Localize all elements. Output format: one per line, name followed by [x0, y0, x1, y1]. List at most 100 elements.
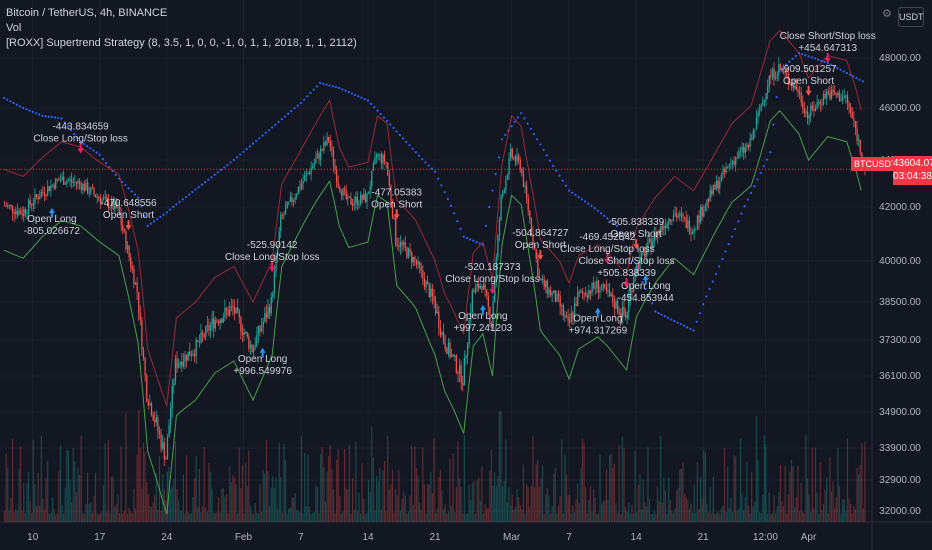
candle: [401, 242, 403, 245]
candle: [261, 326, 263, 331]
supertrend-dot: [561, 179, 564, 182]
time-tick-label: 10: [27, 532, 39, 543]
candle: [35, 194, 38, 197]
volume-bar: [37, 473, 39, 522]
volume-bar: [350, 513, 352, 522]
candle: [198, 341, 201, 343]
volume-bar: [835, 497, 837, 522]
volume-bar: [559, 495, 561, 522]
supertrend-dot: [133, 193, 136, 196]
candle: [337, 182, 339, 188]
volume-bar: [251, 512, 253, 522]
candle: [197, 340, 199, 342]
volume-bar: [99, 513, 101, 522]
volume-bar: [546, 487, 548, 522]
volume-bar: [419, 502, 421, 522]
supertrend-dot: [682, 324, 686, 327]
volume-bar: [856, 467, 858, 522]
candle: [623, 306, 625, 316]
candle: [554, 290, 557, 302]
supertrend-dot: [689, 327, 692, 331]
supertrend-dot: [229, 161, 232, 164]
volume-bar: [650, 513, 652, 522]
volume-bar: [211, 488, 213, 522]
supertrend-dot: [730, 235, 734, 238]
supertrend-dot: [807, 55, 810, 58]
supertrend-dot: [462, 235, 465, 238]
candle: [278, 231, 280, 247]
candle: [707, 199, 710, 202]
candle: [377, 154, 379, 156]
candle: [711, 190, 713, 195]
candle: [698, 215, 700, 223]
supertrend-dot: [778, 69, 781, 72]
candle: [786, 72, 788, 75]
volume-bar: [762, 494, 764, 522]
strategy-indicator-label[interactable]: [ROXX] Supertrend Strategy (8, 3.5, 1, 0…: [6, 37, 357, 49]
volume-bar: [403, 491, 405, 522]
candle: [754, 129, 756, 131]
trade-arrow: [125, 220, 132, 231]
candle: [366, 193, 368, 203]
candle: [66, 181, 68, 184]
supertrend-dot: [829, 63, 832, 66]
candle: [163, 442, 165, 459]
volume-bar: [93, 495, 95, 522]
candle: [720, 174, 723, 182]
candle: [55, 178, 57, 189]
volume-bar: [682, 461, 684, 522]
volume-bar: [71, 502, 73, 522]
candle: [326, 136, 328, 145]
candle: [782, 71, 785, 73]
volume-bar: [848, 498, 850, 522]
volume-bar: [87, 472, 89, 522]
currency-button[interactable]: USDT: [898, 7, 924, 27]
volume-bar: [795, 497, 797, 522]
symbol-title[interactable]: Bitcoin / TetherUS, 4h, BINANCE: [6, 7, 168, 19]
candle: [396, 244, 398, 246]
volume-bar: [834, 507, 836, 522]
volume-bar: [431, 493, 434, 522]
volume-bar: [331, 469, 333, 522]
trade-label: -470.648556: [100, 198, 157, 209]
candle: [645, 250, 648, 258]
candle: [347, 196, 349, 199]
candle: [787, 74, 790, 83]
candle: [315, 158, 317, 164]
supertrend-dot: [299, 101, 303, 105]
candle: [826, 91, 828, 99]
supertrend-dot: [749, 191, 753, 194]
volume-indicator-label[interactable]: Vol: [6, 22, 22, 34]
volume-bar: [771, 513, 774, 522]
candle: [37, 196, 39, 200]
volume-bar: [213, 513, 215, 522]
price-scale-settings-icon[interactable]: ⚙: [882, 8, 892, 20]
candle: [350, 197, 352, 205]
supertrend-dot: [526, 122, 529, 125]
supertrend-dot: [127, 187, 130, 190]
supertrend-dot: [625, 245, 628, 248]
volume-bar: [744, 496, 746, 522]
candle: [521, 169, 523, 174]
trade-label: -443.834659: [53, 122, 110, 133]
candle: [599, 290, 601, 293]
candle: [543, 279, 545, 287]
candle: [64, 183, 66, 185]
candle: [778, 64, 780, 75]
candle: [427, 281, 429, 285]
volume-bar: [326, 471, 328, 522]
volume-bar: [412, 505, 414, 522]
supertrend-dot: [149, 222, 152, 225]
volume-bar: [565, 474, 568, 522]
candle: [594, 287, 596, 289]
volume-bar: [703, 449, 705, 522]
volume-bar: [272, 476, 274, 522]
candle: [206, 325, 209, 327]
supertrend-dot: [449, 204, 453, 207]
supertrend-dot: [28, 109, 31, 112]
volume-bar: [685, 497, 687, 522]
candle: [149, 403, 151, 406]
candle: [843, 96, 845, 98]
supertrend-dot: [654, 310, 657, 313]
